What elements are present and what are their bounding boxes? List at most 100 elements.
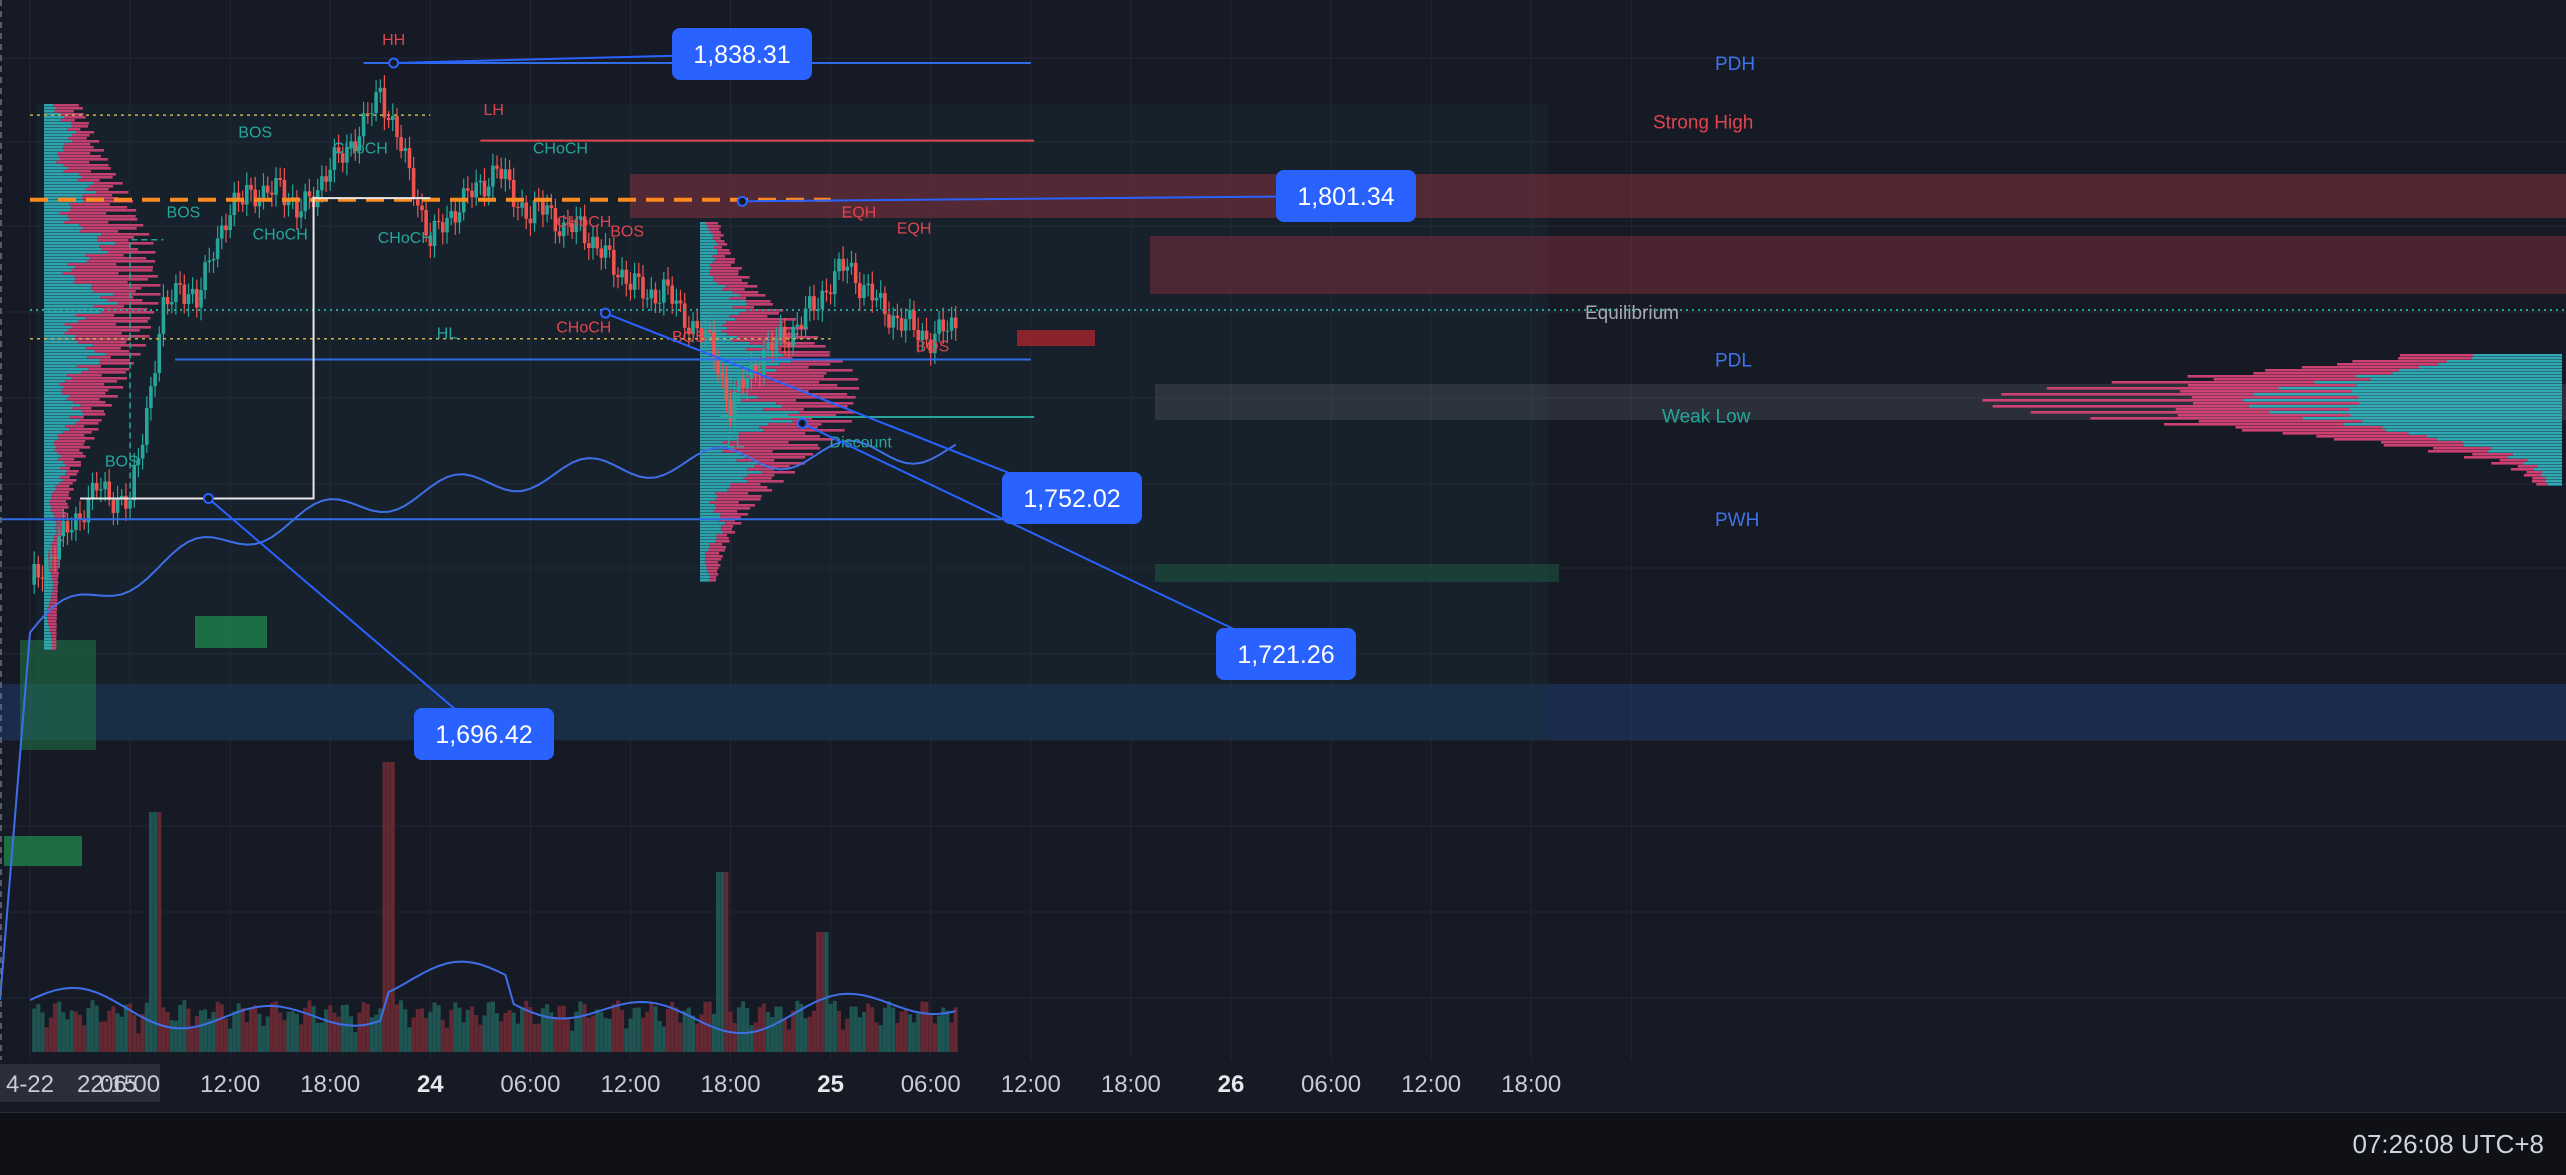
profile-day1-bar-sell — [63, 164, 109, 167]
profile-range-bar-sell — [2316, 435, 2427, 438]
volume-bar — [32, 1008, 37, 1052]
profile-day2-bar-sell — [713, 510, 738, 513]
callout-leader — [605, 312, 1073, 499]
volume-bar — [219, 1004, 224, 1052]
profile-day1-bar-buy — [44, 275, 75, 278]
profile-range-bar-sell — [2235, 426, 2383, 429]
profile-day1-bar-sell — [65, 464, 81, 467]
candle-body — [307, 191, 312, 197]
volume-bar — [561, 1005, 566, 1052]
profile-day2-bar-sell — [714, 504, 755, 507]
volume-bar — [211, 1011, 216, 1052]
structure-label: BOS — [238, 124, 272, 141]
profile-day2-bar-sell — [726, 321, 784, 324]
volume-bar — [148, 812, 153, 1052]
volume-bar — [123, 1004, 128, 1052]
profile-day2-bar-sell — [743, 477, 772, 480]
profile-day1-bar-buy — [44, 335, 76, 338]
candle-body — [774, 337, 779, 350]
price-callout[interactable]: 1,696.42 — [202, 492, 554, 760]
price-callout[interactable]: 1,752.02 — [599, 307, 1142, 524]
profile-day1-bar-buy — [44, 227, 83, 230]
candle-body — [132, 464, 136, 501]
profile-day2-bar-sell — [720, 513, 749, 516]
candle-body — [240, 199, 245, 205]
profile-day1-bar-sell — [51, 542, 61, 545]
volume-bar — [286, 1011, 291, 1052]
profile-day1-bar-buy — [44, 473, 66, 476]
profile-range-bar-sell — [2187, 375, 2356, 378]
volume-bar — [666, 1008, 670, 1052]
profile-day1-bar-sell — [70, 209, 137, 212]
structure-label: BOS — [610, 224, 644, 241]
volume-bar — [741, 1001, 746, 1052]
profile-day2-bar-sell — [708, 228, 720, 231]
profile-range-bar-sell — [2191, 396, 2359, 399]
price-callouts[interactable]: 1,838.31 1,801.34 1,752.02 1,721.26 1,696.42 — [202, 28, 1416, 760]
volume-bar — [107, 1010, 112, 1052]
profile-day2-bar-sell — [705, 552, 720, 555]
profile-day2-bar-buy — [700, 555, 706, 558]
candle-body — [236, 192, 241, 200]
profile-day2-bar-buy — [700, 483, 731, 486]
candle-body — [862, 285, 866, 299]
candle-body — [265, 185, 270, 193]
profile-day2-bar-buy — [700, 576, 709, 579]
candle-body — [612, 249, 616, 275]
profile-range-bar-sell — [2398, 357, 2472, 360]
volume-bar — [532, 1024, 537, 1052]
profile-day2-bar-buy — [700, 399, 742, 402]
volume-bar — [574, 1011, 579, 1052]
volume-bar — [153, 812, 158, 1052]
profile-day2-bar-sell — [738, 435, 820, 438]
profile-day1-bar-buy — [44, 437, 59, 440]
volume-bar — [828, 1003, 833, 1052]
profile-day2-bar-sell — [749, 378, 859, 381]
profile-day1-bar-buy — [44, 149, 64, 152]
profile-day1-bar-sell — [92, 284, 161, 287]
profile-day1-bar-buy — [44, 422, 76, 425]
volume-bar — [515, 1023, 520, 1052]
price-callout[interactable]: 1,838.31 — [388, 28, 812, 80]
candle-body — [603, 245, 608, 258]
callout-leader — [742, 195, 1347, 203]
profile-range-bar-sell — [2177, 414, 2351, 417]
candle-body — [145, 407, 149, 445]
profile-range-bar-sell — [2464, 456, 2509, 459]
profile-range-bar-sell — [2532, 477, 2546, 480]
profile-day1-bar-sell — [49, 602, 57, 605]
price-callout[interactable]: 1,721.26 — [796, 417, 1356, 680]
profile-day1-bar-buy — [44, 554, 49, 557]
profile-range-bar-sell — [2175, 408, 2350, 411]
level-label: PDL — [1715, 351, 1752, 372]
volume-bar — [432, 1002, 437, 1052]
profile-day2-bar-buy — [700, 441, 723, 444]
profile-day2-bar-buy — [700, 567, 707, 570]
profile-day1-bar-buy — [44, 251, 108, 254]
profile-day1-bar-sell — [47, 560, 59, 563]
profile-day1-bar-sell — [53, 104, 79, 107]
profile-day1-bar-buy — [44, 401, 74, 404]
price-callout[interactable]: 1,801.34 — [736, 170, 1416, 222]
profile-day1-bar-sell — [60, 119, 75, 122]
callout-box — [1216, 628, 1356, 680]
profile-day1-bar-sell — [102, 248, 138, 251]
candle-body — [732, 391, 737, 420]
profile-day1-bar-buy — [44, 587, 53, 590]
candle-body — [912, 310, 916, 330]
volume-bar — [616, 1000, 620, 1052]
profile-day2-bar-buy — [700, 240, 716, 243]
profile-day1-bar-buy — [44, 410, 82, 413]
profile-day1-bar-sell — [57, 452, 83, 455]
profile-day2-bar-sell — [704, 561, 719, 564]
candle-body — [641, 276, 645, 299]
profile-day2-bar-sell — [740, 387, 860, 390]
callout-box — [1002, 472, 1142, 524]
profile-day1-bar-sell — [82, 194, 113, 197]
profile-range-bar-sell — [2111, 381, 2315, 384]
profile-day1-bar-sell — [69, 428, 99, 431]
volume-bar — [94, 1005, 99, 1052]
profile-day2-bar-sell — [720, 528, 732, 531]
